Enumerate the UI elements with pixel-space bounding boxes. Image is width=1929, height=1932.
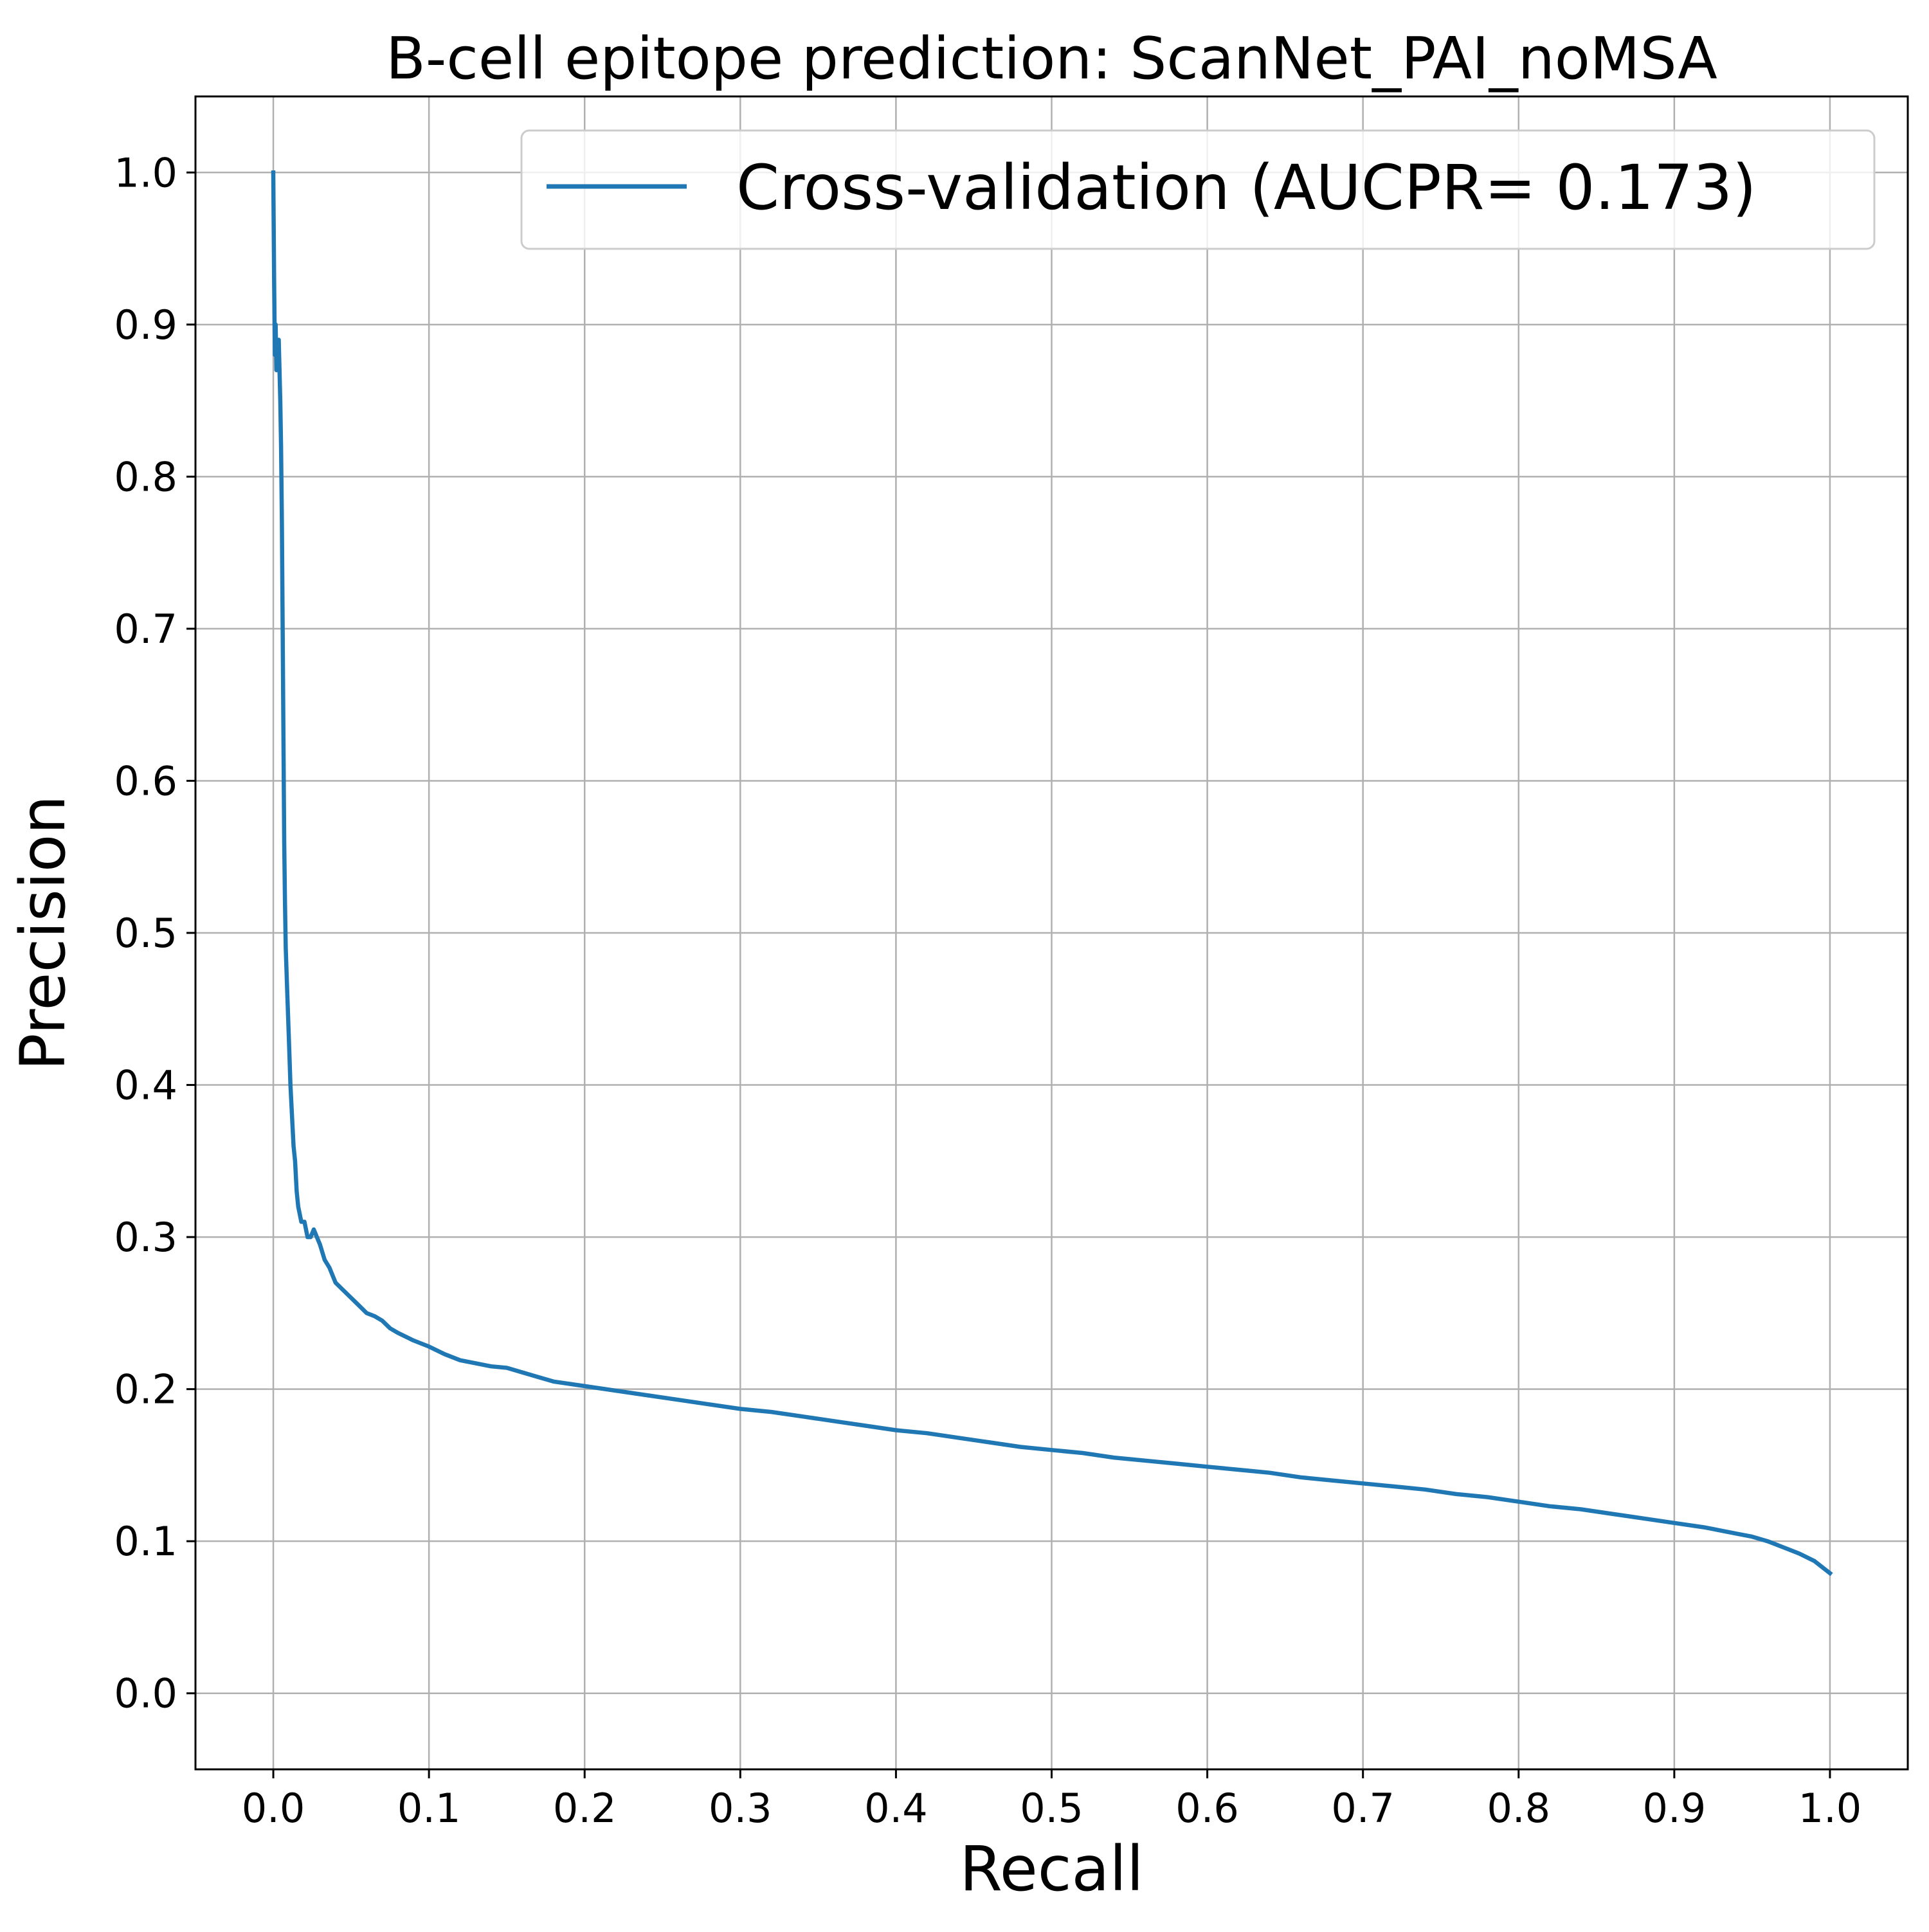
x-tick-label: 0.8 [1487, 1785, 1550, 1832]
y-tick-label: 0.3 [114, 1214, 177, 1261]
y-tick-label: 0.4 [114, 1062, 177, 1109]
legend-entry-label: Cross-validation (AUCPR= 0.173) [736, 152, 1757, 224]
x-tick-label: 0.1 [397, 1785, 461, 1832]
y-tick-label: 0.9 [114, 302, 177, 348]
y-tick-label: 0.6 [114, 757, 177, 804]
chart-title: B-cell epitope prediction: ScanNet_PAI_n… [386, 25, 1717, 93]
y-tick-label: 0.5 [114, 910, 177, 957]
x-tick-label: 0.7 [1331, 1785, 1395, 1832]
legend: Cross-validation (AUCPR= 0.173) [520, 129, 1876, 250]
y-tick-label: 0.8 [114, 453, 177, 500]
x-tick-label: 0.0 [242, 1785, 305, 1832]
y-axis-ticks: 0.0 0.1 0.2 0.3 0.4 0.5 0.6 0.7 0.8 0.9 1.0 [114, 149, 195, 1717]
x-tick-label: 0.4 [864, 1785, 928, 1832]
x-tick-label: 0.9 [1643, 1785, 1707, 1832]
x-tick-label: 0.5 [1020, 1785, 1083, 1832]
x-tick-label: 0.2 [553, 1785, 617, 1832]
y-axis-label: Precision [7, 795, 79, 1070]
series-line [271, 170, 1833, 1576]
y-tick-label: 0.2 [114, 1366, 177, 1413]
x-axis-ticks: 0.0 0.1 0.2 0.3 0.4 0.5 0.6 0.7 0.8 0.9 1.0 [242, 1769, 1862, 1832]
y-tick-label: 0.7 [114, 606, 177, 653]
series-layer [271, 170, 1833, 1576]
y-tick-label: 0.1 [114, 1518, 177, 1565]
x-tick-label: 0.3 [709, 1785, 772, 1832]
x-tick-label: 0.6 [1175, 1785, 1239, 1832]
x-axis-label: Recall [959, 1833, 1143, 1905]
x-tick-label: 1.0 [1798, 1785, 1862, 1832]
y-tick-label: 1.0 [114, 149, 177, 196]
y-tick-label: 0.0 [114, 1670, 177, 1717]
legend-box [520, 129, 1876, 250]
